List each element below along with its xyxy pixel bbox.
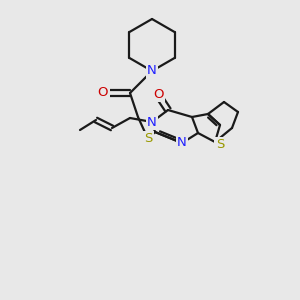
Text: N: N [177,136,187,149]
Text: N: N [147,64,157,77]
Text: S: S [216,139,224,152]
Text: S: S [144,133,152,146]
Text: O: O [153,88,163,100]
Text: O: O [98,86,108,100]
Text: N: N [147,116,157,128]
